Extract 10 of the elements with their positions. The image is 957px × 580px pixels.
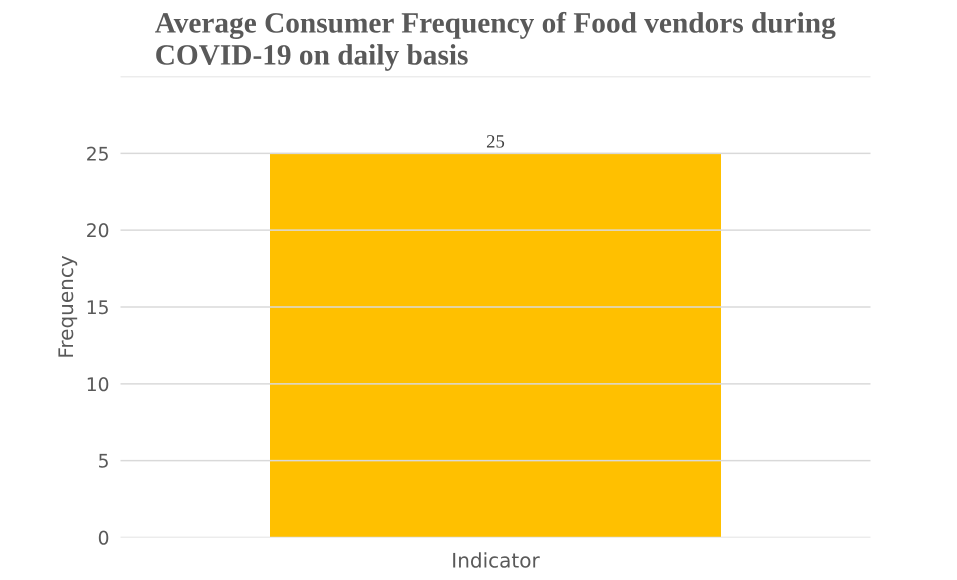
y-tick-label: 25 xyxy=(86,144,110,166)
x-tick-label: Indicator xyxy=(451,548,540,572)
y-tick-label: 10 xyxy=(86,374,110,396)
y-tick-label: 0 xyxy=(98,528,110,550)
chart-title: Average Consumer Frequency of Food vendors during COVID-19 on daily basis xyxy=(154,8,836,72)
y-tick-label: 5 xyxy=(98,452,110,473)
data-label: 25 xyxy=(486,131,505,152)
y-tick-label: 15 xyxy=(86,298,110,319)
y-axis-title: Frequency xyxy=(54,255,78,359)
y-tick-label: 20 xyxy=(86,221,110,242)
